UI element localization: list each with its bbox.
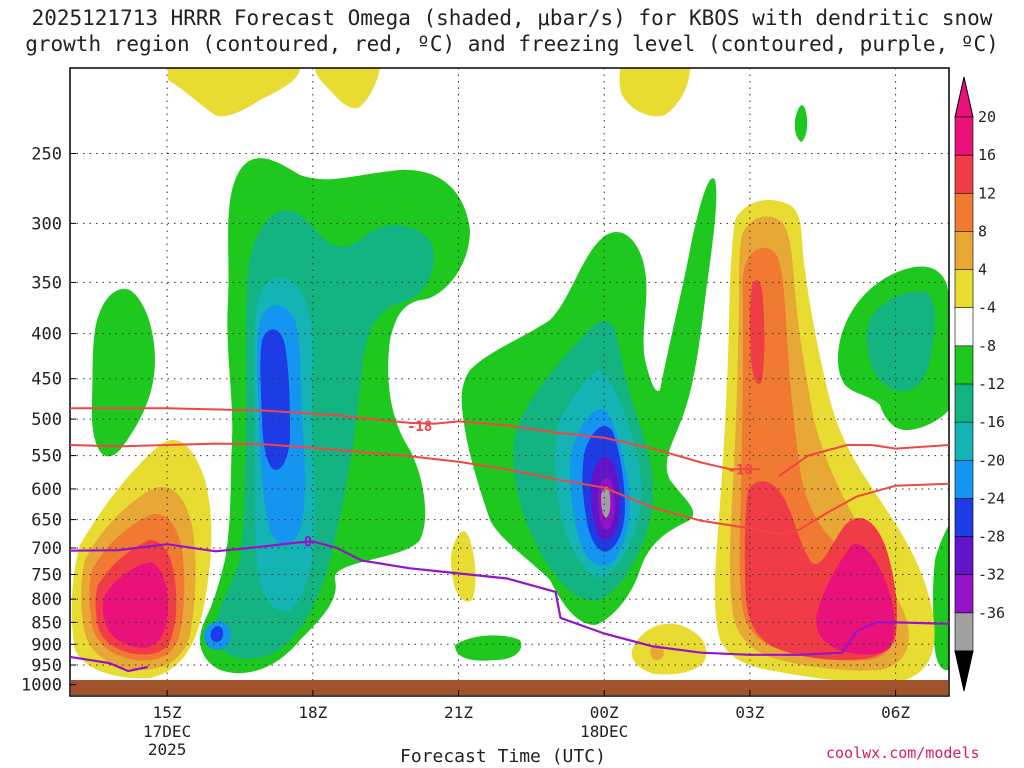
colorbar-label-2: 12 (978, 184, 996, 202)
y-tick-label-800: 800 (31, 590, 62, 610)
x-tick-sublabel-year: 2025 (148, 740, 187, 759)
omega-region-green-left (91, 289, 155, 457)
chart-title-line-2: growth region (contoured, red, ºC) and f… (25, 32, 999, 56)
grid-lines (70, 68, 949, 696)
omega-region-green-far-right (933, 525, 949, 671)
colorbar-label-8: -16 (978, 413, 1005, 431)
y-tick-label-950: 950 (31, 656, 62, 676)
dgz-contour-1 (70, 442, 949, 536)
colorbar-swatch-13 (954, 612, 974, 652)
omega-region-yellow-top-mid (315, 68, 380, 109)
colorbar-label-10: -24 (978, 489, 1005, 507)
omega-region-yellow-speck (794, 105, 808, 142)
y-tick-label-600: 600 (31, 480, 62, 500)
x-tick-label-21Z: 21Z (444, 703, 473, 722)
colorbar-swatch-3 (954, 231, 974, 271)
omega-region-gray (601, 486, 611, 518)
dgz-contour-0 (70, 407, 760, 471)
x-tick-sublabel-date: 17DEC (143, 722, 191, 741)
freezing-level-contour-lower (70, 655, 148, 673)
y-tick-label-900: 900 (31, 635, 62, 655)
colorbar-label-12: -32 (978, 566, 1005, 584)
ground-band (71, 680, 948, 695)
x-tick-label-03Z: 03Z (735, 703, 764, 722)
colorbar-label-9: -20 (978, 451, 1005, 469)
omega-region-magenta-left (102, 562, 168, 648)
omega-region-magenta-right (816, 544, 895, 655)
colorbar-label-13: -36 (978, 604, 1005, 622)
y-tick-label-700: 700 (31, 539, 62, 559)
y-tick-label-450: 450 (31, 370, 62, 390)
x-tick-label-06Z: 06Z (881, 703, 910, 722)
y-tick-label-400: 400 (31, 325, 62, 345)
colorbar-swatch-6 (954, 345, 974, 385)
y-tick-label-1000: 1000 (21, 676, 62, 696)
colorbar-label-0: 20 (978, 108, 996, 126)
colorbar-label-1: 16 (978, 146, 996, 164)
colorbar-swatch-12 (954, 574, 974, 614)
omega-shading (71, 68, 949, 683)
dgz-contour-label-0: -18 (407, 419, 432, 435)
colorbar: 20 16 12 8 4 -4 -8 -12 -16 -20 -24 -28 -32 -36 (954, 76, 1005, 692)
colorbar-swatch-11 (954, 536, 974, 576)
x-tick-sublabel-date: 18DEC (580, 722, 628, 741)
chart-title-line-1: 2025121713 HRRR Forecast Omega (shaded, … (31, 6, 993, 30)
omega-region-darkblue (260, 329, 290, 470)
colorbar-swatch-0 (954, 116, 974, 156)
contour-lines (70, 407, 949, 673)
omega-region-tan-bottom-mid (650, 644, 664, 660)
omega-region-yellow-mid-small (450, 531, 476, 602)
y-tick-label-650: 650 (31, 511, 62, 531)
dgz-contour-label-1: -18 (728, 462, 753, 478)
y-tick-label-750: 750 (31, 565, 62, 585)
y-tick-label-300: 300 (31, 214, 62, 234)
y-tick-label-550: 550 (31, 447, 62, 467)
colorbar-bottom-arrow (954, 650, 974, 692)
colorbar-top-arrow (954, 76, 974, 118)
colorbar-swatch-9 (954, 459, 974, 500)
colorbar-label-6: -8 (978, 337, 996, 355)
omega-region-green-bottom (455, 635, 522, 661)
colorbar-swatch-1 (954, 154, 974, 195)
omega-region-teal-right (866, 291, 935, 392)
x-tick-label-18Z: 18Z (298, 703, 327, 722)
y-axis: 2503003504004505005506006507007508008509… (21, 144, 76, 696)
omega-region-yellow-top-left (168, 68, 300, 117)
colorbar-swatch-10 (954, 498, 974, 538)
x-axis-title: Forecast Time (UTC) (400, 746, 606, 767)
colorbar-label-3: 8 (978, 222, 987, 240)
y-tick-label-250: 250 (31, 144, 62, 164)
ground-terrain (71, 680, 948, 695)
x-tick-label-15Z: 15Z (153, 703, 182, 722)
colorbar-swatch-5 (954, 307, 974, 347)
colorbar-label-5: -4 (978, 299, 996, 317)
colorbar-swatch-4 (954, 269, 974, 309)
freezing-level-label: 0 (304, 534, 312, 550)
freezing-level-contour (70, 540, 949, 656)
plot-frame (69, 67, 950, 697)
colorbar-swatch-8 (954, 421, 974, 462)
colorbar-label-11: -28 (978, 528, 1005, 546)
omega-region-red-right-upper (750, 280, 765, 384)
colorbar-label-7: -12 (978, 375, 1005, 393)
contour-labels: -18 -18 0 (304, 419, 753, 550)
y-tick-label-850: 850 (31, 613, 62, 633)
y-tick-label-500: 500 (31, 410, 62, 430)
colorbar-label-4: 4 (978, 261, 987, 279)
omega-region-darkblue-small (210, 626, 224, 642)
dgz-contour-2 (778, 444, 949, 477)
y-tick-label-350: 350 (31, 273, 62, 293)
x-tick-label-00Z: 00Z (590, 703, 619, 722)
colorbar-swatch-7 (954, 383, 974, 423)
site-credit[interactable]: coolwx.com/models (826, 744, 980, 762)
omega-region-yellow-top-right (619, 68, 690, 117)
colorbar-swatch-2 (954, 192, 974, 233)
